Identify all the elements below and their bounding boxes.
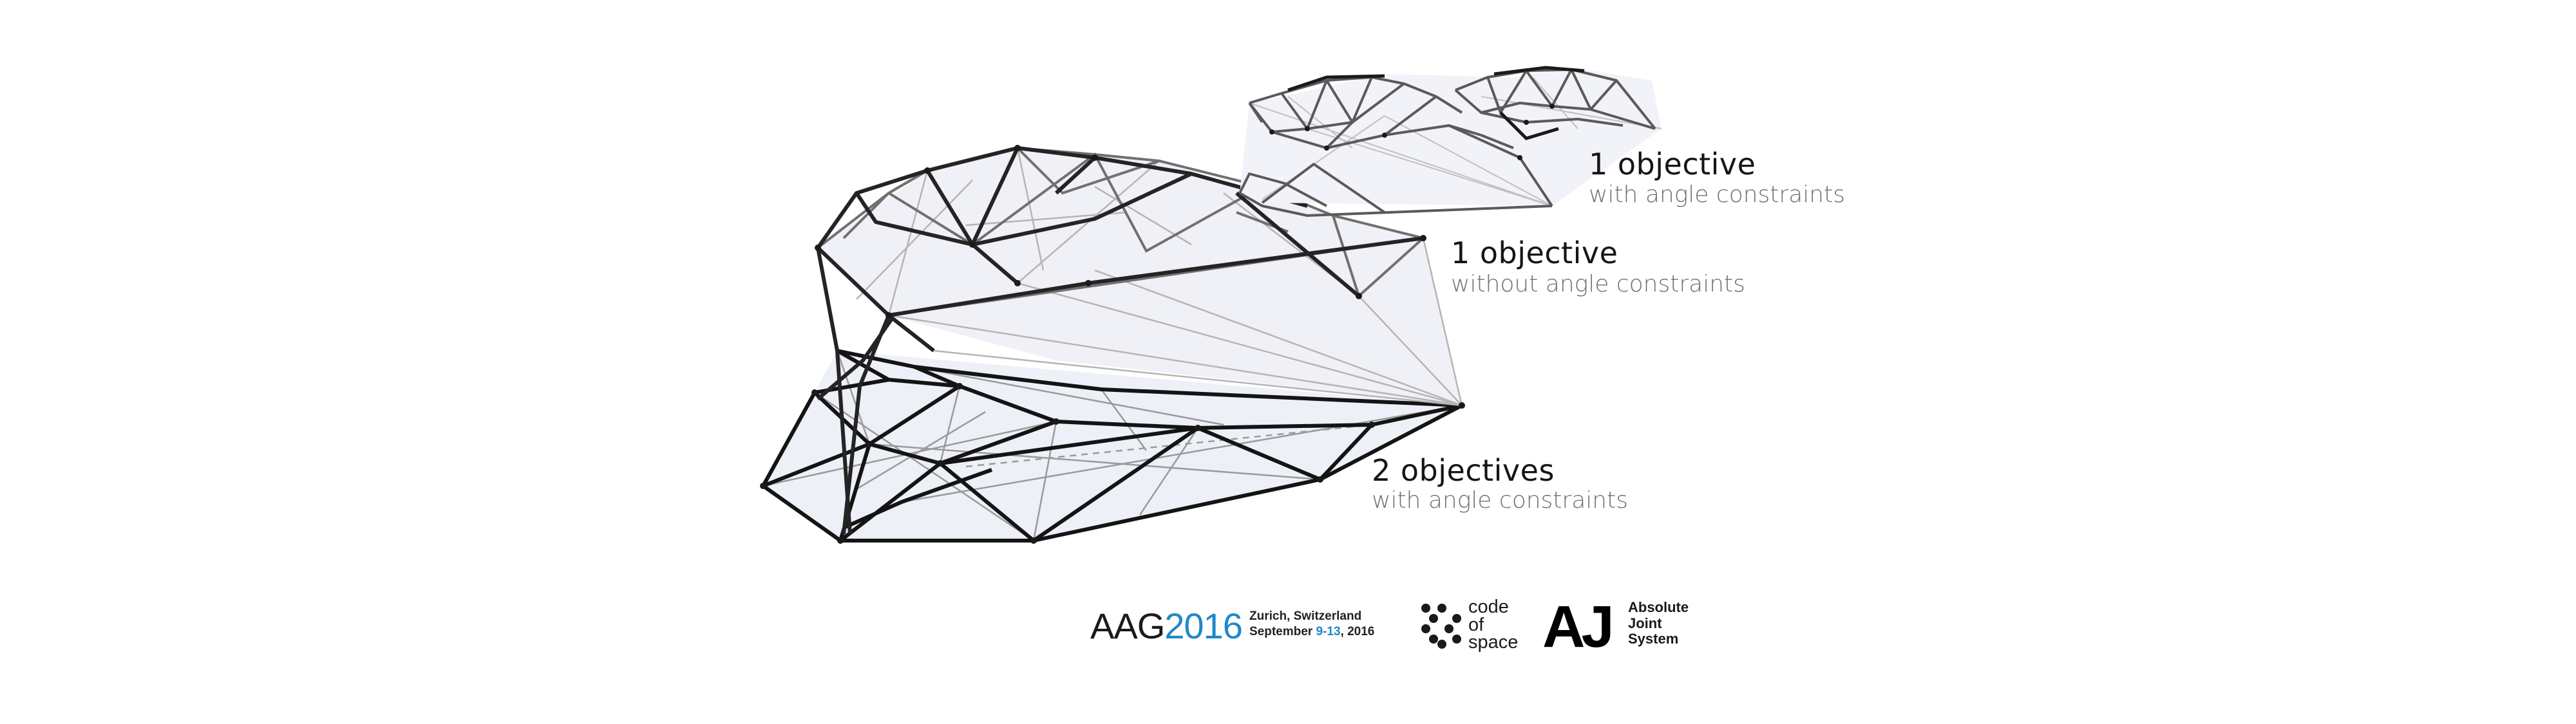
aj-line-2: Joint bbox=[1628, 615, 1662, 631]
cos-line-1: code bbox=[1468, 597, 1509, 617]
label-bottom-subtitle: with angle constraints bbox=[1372, 487, 1628, 514]
joint-nodes bbox=[760, 104, 1555, 544]
conference-day-range: 9-13 bbox=[1316, 624, 1341, 638]
conference-year: , 2016 bbox=[1340, 624, 1375, 638]
code-of-space-wordmark: code of space bbox=[1468, 597, 1519, 653]
cos-line-2: of bbox=[1468, 614, 1484, 635]
label-bottom-title: 2 objectives bbox=[1372, 453, 1555, 488]
structure-1-objective-constrained bbox=[1238, 66, 1662, 217]
conference-location: Zurich, Switzerland September 9-13, 2016 bbox=[1249, 609, 1374, 640]
code-of-space-dots-icon bbox=[1421, 604, 1461, 649]
aj-line-1: Absolute bbox=[1628, 599, 1689, 615]
aag-prefix: AAG bbox=[1090, 606, 1165, 646]
label-top-subtitle: with angle constraints bbox=[1589, 181, 1845, 208]
conference-city: Zurich, Switzerland bbox=[1249, 609, 1362, 623]
aj-line-3: System bbox=[1628, 631, 1679, 647]
absolute-joint-wordmark: Absolute Joint System bbox=[1628, 599, 1689, 647]
structure-1-objective-unconstrained bbox=[816, 146, 1463, 535]
label-top-title: 1 objective bbox=[1589, 147, 1756, 181]
conference-dates: September 9-13, 2016 bbox=[1249, 624, 1374, 640]
absolute-joint-logo-mark: AJ bbox=[1542, 594, 1615, 660]
label-middle-subtitle: without angle constraints bbox=[1451, 271, 1745, 297]
cos-line-3: space bbox=[1468, 632, 1519, 653]
aag-logo: AAG2016 bbox=[1090, 606, 1243, 646]
aag-year: 2016 bbox=[1164, 606, 1243, 646]
label-middle-title: 1 objective bbox=[1451, 236, 1618, 270]
conference-month: September bbox=[1249, 624, 1316, 638]
